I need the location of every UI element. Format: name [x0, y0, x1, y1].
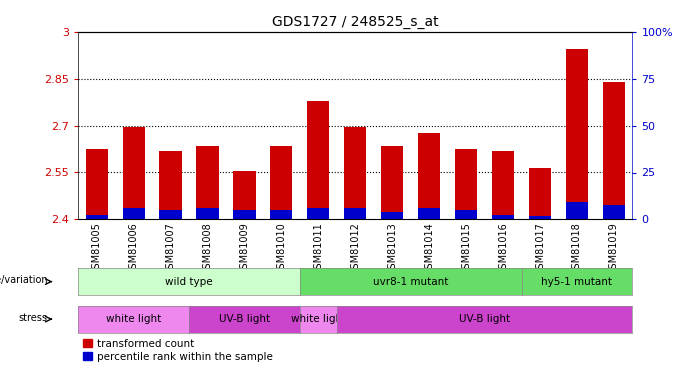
Bar [271, 146, 292, 219]
Bar [529, 168, 551, 219]
Bar [197, 209, 218, 219]
Bar [160, 210, 182, 219]
Bar [492, 151, 514, 219]
Bar [455, 210, 477, 219]
Bar [418, 209, 440, 219]
Bar [529, 216, 551, 219]
Bar [381, 211, 403, 219]
Text: white light: white light [291, 314, 346, 324]
Text: UV-B light: UV-B light [459, 314, 510, 324]
Bar [122, 127, 145, 219]
Text: UV-B light: UV-B light [219, 314, 270, 324]
Bar [307, 100, 329, 219]
Bar [344, 127, 367, 219]
Bar [566, 202, 588, 219]
Bar [197, 146, 218, 219]
Bar [566, 49, 588, 219]
Text: stress: stress [18, 313, 48, 323]
Title: GDS1727 / 248525_s_at: GDS1727 / 248525_s_at [272, 15, 439, 30]
Bar [160, 151, 182, 219]
Bar [233, 171, 256, 219]
Text: white light: white light [106, 314, 161, 324]
Bar [381, 146, 403, 219]
Legend: transformed count, percentile rank within the sample: transformed count, percentile rank withi… [84, 339, 273, 362]
Bar [418, 134, 440, 219]
Bar [122, 209, 145, 219]
Bar [271, 210, 292, 219]
Bar [603, 82, 625, 219]
Bar [86, 214, 107, 219]
Bar [492, 214, 514, 219]
Text: genotype/variation: genotype/variation [0, 275, 48, 285]
Text: wild type: wild type [165, 277, 213, 286]
Bar [455, 149, 477, 219]
Bar [344, 209, 367, 219]
Text: hy5-1 mutant: hy5-1 mutant [541, 277, 613, 286]
Bar [307, 209, 329, 219]
Text: uvr8-1 mutant: uvr8-1 mutant [373, 277, 448, 286]
Bar [86, 149, 107, 219]
Bar [603, 205, 625, 219]
Bar [233, 210, 256, 219]
